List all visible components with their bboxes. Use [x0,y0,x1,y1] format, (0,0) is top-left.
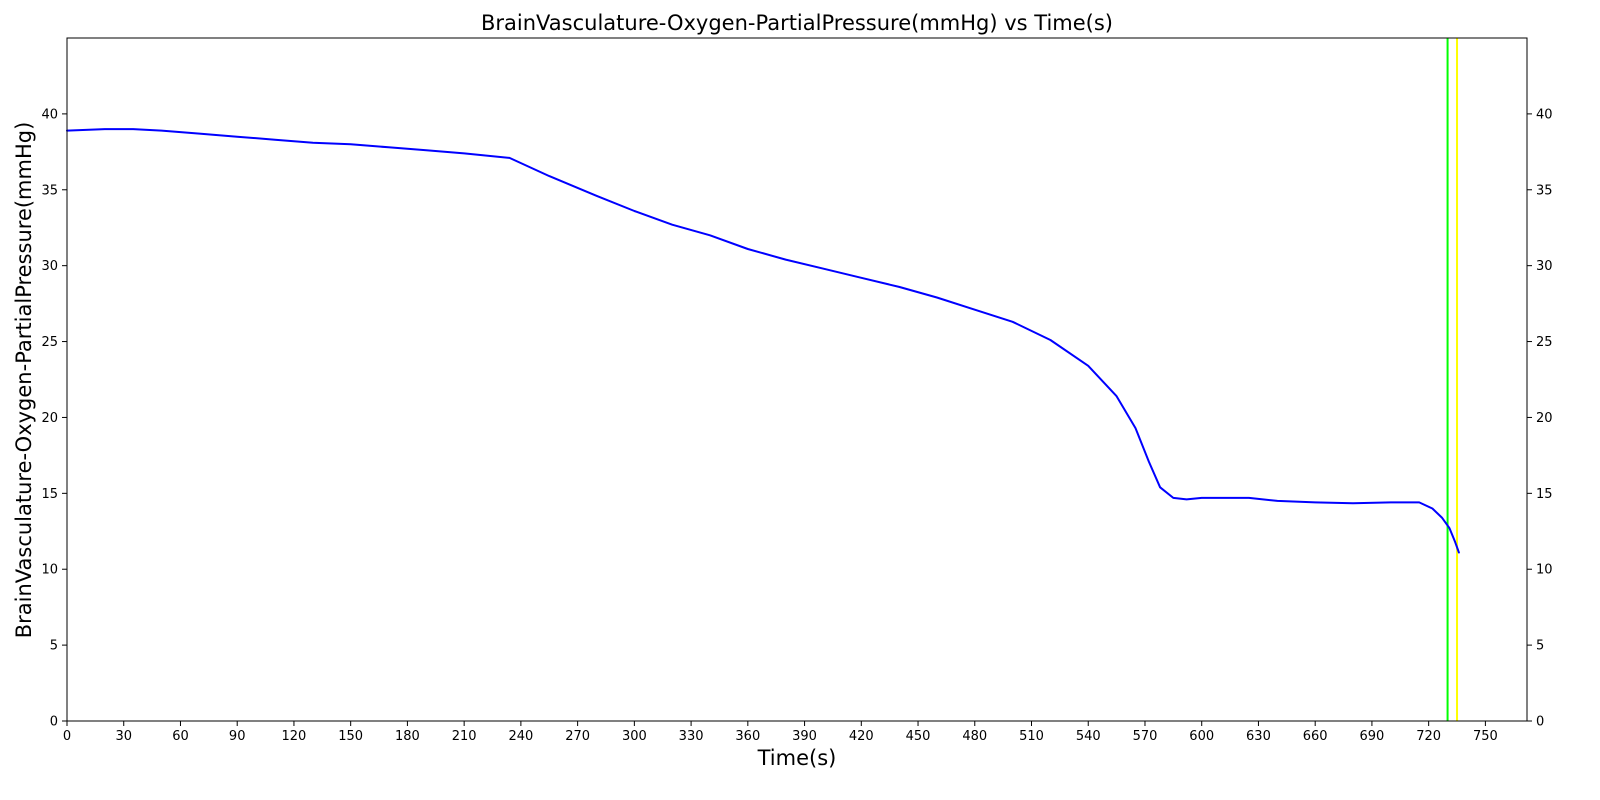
y-tick-label: 0 [50,715,58,730]
x-tick-label: 150 [338,729,363,744]
x-tick-label: 240 [508,729,533,744]
y-tick-label: 5 [50,639,58,654]
y-tick-label: 40 [41,107,58,122]
y-tick-label-right: 25 [1536,335,1553,350]
x-tick-label: 390 [792,729,817,744]
x-tick-label: 330 [679,729,704,744]
x-tick-label: 300 [622,729,647,744]
x-tick-label: 540 [1076,729,1101,744]
y-tick-label: 30 [41,259,58,274]
x-tick-label: 750 [1473,729,1498,744]
x-tick-label: 450 [906,729,931,744]
y-tick-label-right: 35 [1536,183,1553,198]
plot-frame [66,37,1528,722]
y-tick-label-right: 40 [1536,107,1553,122]
y-axis-label: BrainVasculature-Oxygen-PartialPressure(… [12,122,36,639]
x-tick-label: 90 [229,729,246,744]
y-tick-label-right: 30 [1536,259,1553,274]
x-tick-label: 360 [735,729,760,744]
x-tick-label: 720 [1416,729,1441,744]
x-tick-label: 120 [282,729,307,744]
y-tick-label: 15 [41,487,58,502]
x-tick-label: 600 [1189,729,1214,744]
y-tick-label-right: 15 [1536,487,1553,502]
x-tick-label: 180 [395,729,420,744]
y-tick-label-right: 5 [1536,639,1544,654]
x-tick-label: 60 [172,729,189,744]
x-tick-label: 690 [1360,729,1385,744]
x-tick-label: 510 [1019,729,1044,744]
x-tick-label: 0 [63,729,71,744]
x-tick-label: 420 [849,729,874,744]
series-line [66,128,1460,554]
x-axis-label: Time(s) [757,746,837,770]
x-tick-label: 660 [1303,729,1328,744]
x-tick-label: 30 [115,729,132,744]
y-tick-label-right: 0 [1536,715,1544,730]
y-tick-label: 20 [41,411,58,426]
x-tick-label: 270 [565,729,590,744]
y-tick-label: 25 [41,335,58,350]
y-tick-label-right: 20 [1536,411,1553,426]
chart-title: BrainVasculature-Oxygen-PartialPressure(… [481,11,1113,35]
x-tick-label: 210 [452,729,477,744]
y-tick-label: 35 [41,183,58,198]
x-tick-label: 480 [962,729,987,744]
x-tick-label: 570 [1133,729,1158,744]
y-tick-label-right: 10 [1536,563,1553,578]
plot-background [67,38,1527,721]
x-tick-label: 630 [1246,729,1271,744]
y-tick-label: 10 [41,563,58,578]
